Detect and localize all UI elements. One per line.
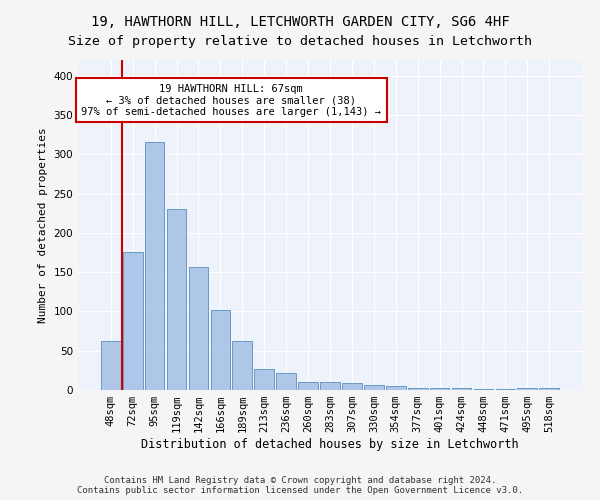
- Text: 19 HAWTHORN HILL: 67sqm
← 3% of detached houses are smaller (38)
97% of semi-det: 19 HAWTHORN HILL: 67sqm ← 3% of detached…: [82, 84, 382, 117]
- Bar: [452, 388, 472, 390]
- Bar: [342, 383, 362, 390]
- Bar: [320, 382, 340, 390]
- Bar: [298, 382, 318, 390]
- Text: Contains HM Land Registry data © Crown copyright and database right 2024.
Contai: Contains HM Land Registry data © Crown c…: [77, 476, 523, 495]
- Bar: [254, 369, 274, 390]
- Bar: [188, 266, 208, 390]
- Text: 19, HAWTHORN HILL, LETCHWORTH GARDEN CITY, SG6 4HF: 19, HAWTHORN HILL, LETCHWORTH GARDEN CIT…: [91, 15, 509, 29]
- Bar: [539, 388, 559, 390]
- Text: Size of property relative to detached houses in Letchworth: Size of property relative to detached ho…: [68, 35, 532, 48]
- Bar: [517, 388, 537, 390]
- Bar: [364, 384, 384, 390]
- Bar: [496, 389, 515, 390]
- Bar: [430, 388, 449, 390]
- Bar: [232, 342, 252, 390]
- Bar: [408, 388, 428, 390]
- X-axis label: Distribution of detached houses by size in Letchworth: Distribution of detached houses by size …: [141, 438, 519, 451]
- Bar: [101, 340, 121, 390]
- Bar: [123, 252, 143, 390]
- Bar: [167, 210, 187, 390]
- Bar: [386, 386, 406, 390]
- Bar: [473, 389, 493, 390]
- Bar: [145, 142, 164, 390]
- Bar: [276, 372, 296, 390]
- Y-axis label: Number of detached properties: Number of detached properties: [38, 127, 48, 323]
- Bar: [211, 310, 230, 390]
